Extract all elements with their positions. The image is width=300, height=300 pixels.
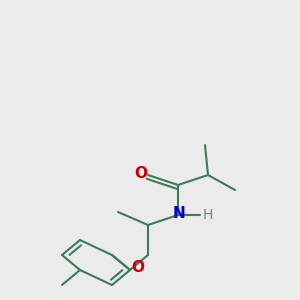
Text: O: O xyxy=(131,260,145,275)
Text: O: O xyxy=(134,167,148,182)
Text: H: H xyxy=(203,208,213,222)
Text: N: N xyxy=(172,206,185,221)
